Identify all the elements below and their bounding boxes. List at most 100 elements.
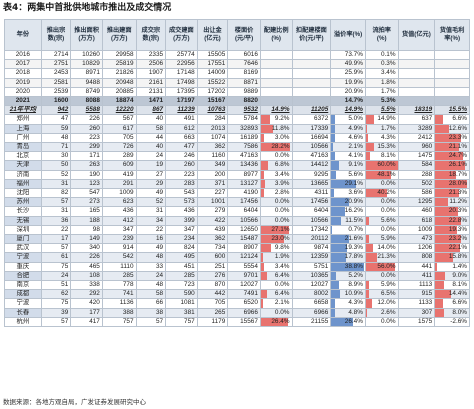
data-bar [435, 263, 437, 271]
data-bar [331, 253, 347, 262]
table-cell: 12650 [227, 224, 261, 236]
data-bar [331, 226, 332, 234]
cell-value: 6.8% [274, 161, 290, 169]
column-header: 推出面积(万方) [70, 19, 103, 51]
table-cell: 6404 [291, 206, 332, 217]
data-bar [331, 134, 336, 142]
table-cell: 14.9% [259, 105, 293, 116]
table-cell: 8871 [227, 77, 261, 88]
city-row: 济南 52 190 419 27 223 200 8977 3.4% 9295 5.6% 48.1% 2… [4, 169, 470, 180]
cell-value: 2.6% [380, 308, 396, 316]
table-cell: 5.2% [330, 270, 366, 282]
cell-value: 14.0% [377, 244, 396, 252]
data-bar [435, 143, 459, 151]
table-cell: 23.3% [434, 132, 470, 144]
table-cell [397, 86, 436, 98]
table-cell: 26.1% [434, 160, 470, 171]
table-cell: 2.6% [364, 307, 399, 318]
table-cell [434, 77, 470, 88]
table-cell: 15.5% [434, 105, 470, 116]
data-bar [331, 161, 339, 170]
table-cell: 573 [165, 197, 198, 208]
data-bar [331, 125, 336, 133]
cell-value: 20.9% [344, 198, 363, 206]
table-cell [259, 96, 293, 107]
table-cell: 477 [165, 142, 198, 153]
table-cell: 73.7% [330, 49, 366, 61]
table-cell: 5784 [227, 114, 261, 125]
table-cell: 0.1% [364, 49, 399, 61]
cell-value: 27.1% [271, 225, 290, 233]
data-bar [331, 152, 335, 160]
table-cell: 75 [40, 298, 72, 309]
table-cell: 705 [101, 132, 137, 144]
table-cell: 1.7% [364, 123, 399, 134]
table-cell: 618 [397, 215, 436, 226]
data-bar [435, 198, 448, 206]
table-cell: 9295 [291, 169, 332, 180]
table-cell: 16 [135, 234, 167, 245]
data-bar [261, 244, 271, 252]
table-cell: 15.8% [434, 252, 470, 263]
row-label: 南京 [4, 280, 42, 291]
table-cell: 22 [40, 224, 72, 236]
table-cell: 21826 [101, 68, 137, 79]
city-row: 福州 31 123 291 29 283 371 13127 3.9% 13665 29.1% 0.0… [4, 178, 470, 190]
table-cell: 49 [135, 188, 167, 199]
table-cell: 285 [101, 270, 137, 282]
table-cell: 10763 [196, 105, 229, 116]
table-cell: 227 [196, 188, 229, 199]
row-label: 青岛 [4, 142, 42, 153]
table-cell: 15487 [227, 234, 261, 245]
table-cell: 0.0% [364, 270, 399, 282]
table-cell: 362 [196, 234, 229, 245]
cell-value: 4.6% [348, 133, 363, 141]
table-cell: 7586 [227, 142, 261, 153]
table-cell: 9488 [70, 77, 103, 88]
data-bar [435, 226, 457, 234]
data-bar [261, 125, 273, 133]
table-cell: 5.0% [330, 114, 366, 125]
cell-value: 21.1% [448, 143, 467, 151]
city-row: 郑州 47 226 567 40 491 284 5784 9.2% 6372 5.0% 14.9% 6… [4, 114, 470, 125]
table-cell: 16694 [291, 132, 332, 144]
data-bar [331, 318, 354, 326]
city-row: 武汉 57 340 914 49 824 734 8907 9.8% 9874 19.3% 14.0%… [4, 243, 470, 254]
city-row: 厦门 17 149 239 16 234 362 15487 23.0% 20112 21.6% 5.… [4, 234, 470, 245]
data-bar [366, 152, 371, 160]
data-bar [366, 125, 367, 133]
table-cell: 263 [70, 160, 103, 171]
data-bar [366, 309, 368, 317]
table-cell: 15567 [227, 316, 261, 328]
table-cell: 246 [165, 151, 198, 162]
table-cell: 32893 [227, 123, 261, 134]
table-cell: 6016 [227, 49, 261, 61]
table-cell: 8.1% [434, 280, 470, 291]
data-bar [435, 309, 445, 317]
table-cell: 2581 [40, 77, 72, 88]
table-cell: 11.5% [330, 215, 366, 226]
cell-value: 2.8% [274, 189, 290, 197]
data-bar [366, 134, 369, 142]
data-bar [366, 290, 370, 298]
data-bar [261, 300, 264, 308]
table-cell: 62 [40, 289, 72, 300]
row-label: 北京 [4, 151, 42, 162]
table-cell: 5.6% [364, 215, 399, 226]
table-cell: 61 [40, 252, 72, 263]
table-cell: 21.3% [434, 188, 470, 199]
cell-value: 8.1% [452, 281, 467, 289]
city-row: 广州 48 223 705 44 663 1074 16189 3.0% 16694 4.6% 4.3… [4, 132, 470, 144]
table-cell: 21.1% [434, 142, 470, 153]
table-cell: 4.8% [330, 307, 366, 318]
cell-value: 9.8% [274, 244, 290, 252]
column-header: 配建比例(%) [259, 19, 293, 51]
column-header: 成交建面(万方) [165, 19, 198, 51]
table-cell: 1.8% [364, 77, 399, 88]
table-cell: 188 [70, 215, 103, 226]
table-cell: 265 [196, 307, 229, 318]
table-cell: 3.6% [330, 188, 366, 199]
row-label: 上海 [4, 123, 42, 134]
table-cell: 40 [135, 114, 167, 125]
cell-value: 24.7% [448, 152, 467, 160]
